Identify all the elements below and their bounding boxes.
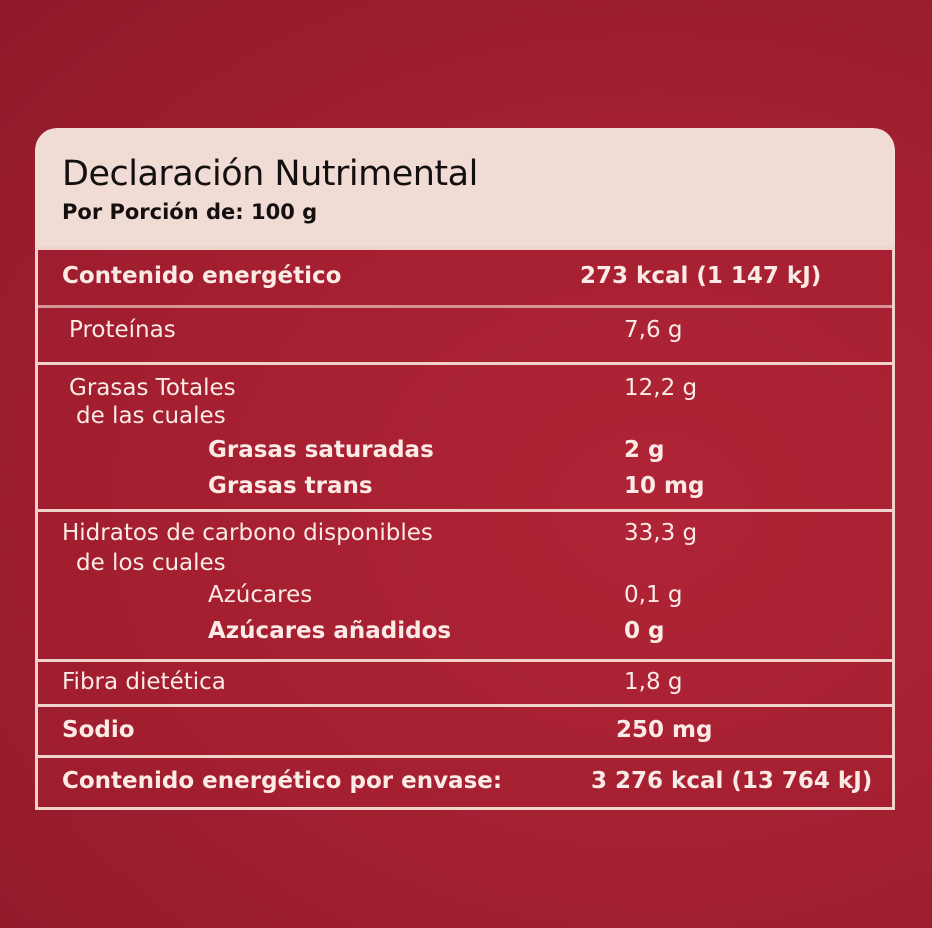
- row-label: Grasas Totales: [69, 375, 236, 401]
- row-value: 3 276 kcal (13 764 kJ): [591, 768, 873, 794]
- row-energy-per-package: Contenido energético por envase: 3 276 k…: [35, 758, 895, 810]
- row-label: Fibra dietética: [62, 669, 226, 695]
- row-energy: Contenido energético 273 kcal (1 147 kJ): [35, 247, 895, 308]
- item-value: 0,1 g: [624, 582, 683, 608]
- row-value: 12,2 g: [624, 375, 698, 401]
- row-label: Contenido energético por envase:: [62, 768, 503, 794]
- row-fiber: Fibra dietética 1,8 g: [35, 662, 895, 707]
- row-label: Hidratos de carbono disponibles: [62, 520, 433, 546]
- nutrition-label: Declaración Nutrimental Por Porción de: …: [35, 128, 895, 812]
- row-value: 273 kcal (1 147 kJ): [580, 263, 822, 289]
- item-value: 10 mg: [624, 473, 705, 499]
- row-label: Sodio: [62, 717, 135, 743]
- row-label: Proteínas: [69, 317, 176, 343]
- item-label: Azúcares: [208, 582, 313, 608]
- item-value: 0 g: [624, 618, 665, 644]
- row-value: 1,8 g: [624, 669, 683, 695]
- item-label: Grasas trans: [208, 473, 373, 499]
- row-sodium: Sodio 250 mg: [35, 707, 895, 758]
- row-value: 250 mg: [616, 717, 713, 743]
- row-sublabel: de los cuales: [76, 550, 226, 576]
- label-title: Declaración Nutrimental: [62, 154, 478, 194]
- serving-size: Por Porción de: 100 g: [62, 200, 318, 224]
- label-header: Declaración Nutrimental Por Porción de: …: [35, 128, 895, 247]
- item-label: Azúcares añadidos: [208, 618, 452, 644]
- item-label: Grasas saturadas: [208, 437, 434, 463]
- row-label: Contenido energético: [62, 263, 342, 289]
- row-carbs: Hidratos de carbono disponibles de los c…: [35, 512, 895, 662]
- row-fats: Grasas Totales de las cuales 12,2 g Gras…: [35, 365, 895, 512]
- row-value: 33,3 g: [624, 520, 698, 546]
- row-sublabel: de las cuales: [76, 403, 226, 429]
- row-protein: Proteínas 7,6 g: [35, 305, 895, 365]
- item-value: 2 g: [624, 437, 665, 463]
- row-value: 7,6 g: [624, 317, 683, 343]
